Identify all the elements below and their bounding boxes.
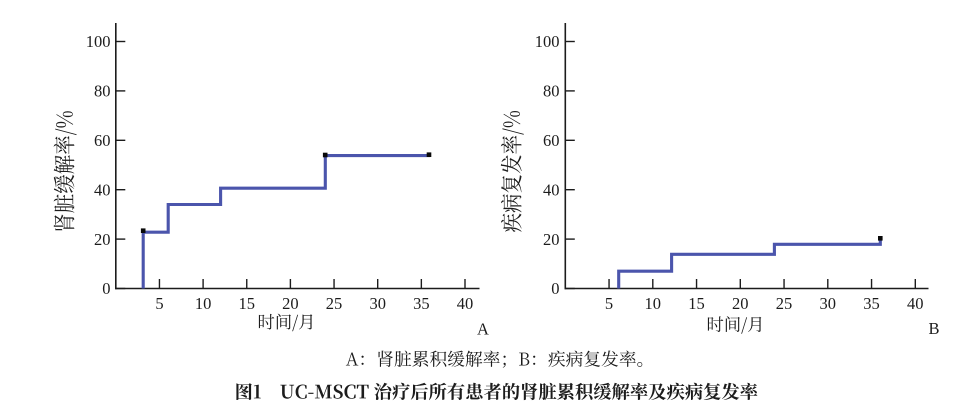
svg-text:30: 30: [820, 294, 837, 313]
svg-text:80: 80: [94, 82, 111, 101]
svg-text:80: 80: [543, 82, 560, 101]
svg-text:10: 10: [195, 294, 212, 313]
svg-text:25: 25: [326, 294, 343, 313]
svg-text:A: A: [477, 320, 489, 339]
svg-text:0: 0: [551, 279, 559, 298]
svg-text:5: 5: [605, 294, 613, 313]
svg-text:35: 35: [863, 294, 880, 313]
svg-text:10: 10: [645, 294, 662, 313]
svg-text:5: 5: [155, 294, 163, 313]
svg-text:B: B: [928, 319, 939, 338]
svg-text:60: 60: [543, 131, 560, 150]
svg-text:40: 40: [457, 294, 474, 313]
svg-text:20: 20: [732, 294, 749, 313]
svg-text:60: 60: [94, 131, 111, 150]
svg-text:0: 0: [102, 279, 110, 298]
svg-text:40: 40: [907, 294, 924, 313]
svg-text:20: 20: [94, 230, 111, 249]
svg-text:40: 40: [543, 180, 560, 199]
svg-text:100: 100: [535, 32, 560, 51]
svg-text:40: 40: [94, 180, 111, 199]
svg-text:15: 15: [688, 294, 705, 313]
svg-text:100: 100: [86, 32, 111, 51]
svg-text:30: 30: [369, 294, 386, 313]
svg-text:20: 20: [282, 294, 299, 313]
svg-text:20: 20: [543, 230, 560, 249]
svg-text:35: 35: [413, 294, 430, 313]
svg-text:25: 25: [776, 294, 793, 313]
svg-text:15: 15: [239, 294, 256, 313]
